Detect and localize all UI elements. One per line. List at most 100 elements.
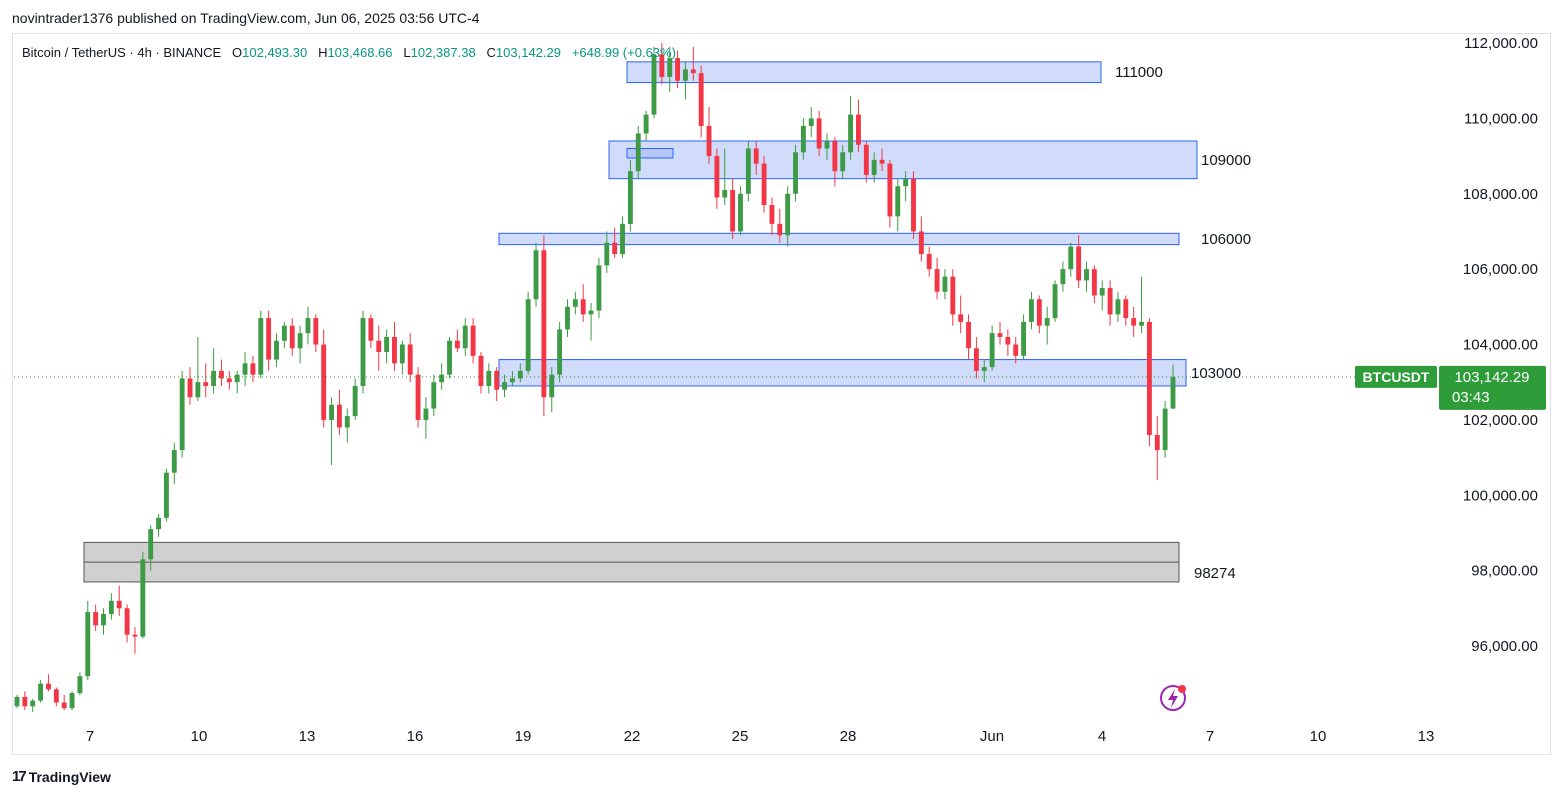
candle-body <box>824 140 830 149</box>
candle-body <box>793 152 798 194</box>
y-tick-label: 100,000.00 <box>1463 487 1538 504</box>
low-value: 102,387.38 <box>410 45 476 60</box>
candle-body <box>840 152 846 172</box>
replay-lightning-icon[interactable] <box>1160 685 1186 711</box>
y-tick-label: 106,000.00 <box>1463 261 1538 278</box>
candle-body <box>148 529 154 560</box>
zone-109000[interactable] <box>608 140 1198 180</box>
zone-103000[interactable] <box>498 359 1187 387</box>
price-tag[interactable] <box>1439 365 1546 410</box>
candle-body <box>187 378 193 398</box>
candle-body <box>195 382 201 398</box>
candle-body <box>242 363 248 375</box>
ohlc-legend: Bitcoin / TetherUS · 4h · BINANCE O102,4… <box>22 45 676 60</box>
candle-body <box>124 608 130 635</box>
candle-body <box>211 370 217 386</box>
y-tick-label: 104,000.00 <box>1463 337 1538 354</box>
candle-body <box>46 683 51 690</box>
x-tick-label: 28 <box>840 728 857 745</box>
zone-label-103000: 103000 <box>1191 365 1241 382</box>
x-tick-label: 7 <box>86 728 94 745</box>
candle-body <box>431 382 437 409</box>
candle-body <box>1123 299 1129 319</box>
zone-label-98274: 98274 <box>1194 565 1236 582</box>
zone-106000[interactable] <box>498 232 1180 246</box>
candle-body <box>171 450 177 473</box>
candle-body <box>1107 287 1113 315</box>
candle-body <box>22 696 28 707</box>
candle-body <box>203 382 209 386</box>
x-tick-label: 13 <box>1418 728 1435 745</box>
candle-body <box>85 612 91 677</box>
candle-body <box>132 634 138 637</box>
candle-body <box>415 374 421 420</box>
candle-body <box>101 613 106 626</box>
candle-body <box>289 325 295 349</box>
candle-body <box>1005 336 1011 345</box>
candle-body <box>399 344 405 364</box>
candle-body <box>250 363 256 375</box>
candle-body <box>61 702 67 709</box>
candle-body <box>973 348 979 371</box>
y-tick-label: 102,000.00 <box>1463 412 1538 429</box>
candle-body <box>808 118 814 126</box>
tradingview-logo[interactable]: 17 TradingView <box>12 768 111 785</box>
x-tick-label: Jun <box>980 728 1004 745</box>
x-tick-label: 25 <box>732 728 749 745</box>
candle-body <box>1013 344 1019 356</box>
y-tick-label: 110,000.00 <box>1464 110 1538 127</box>
candle-body <box>981 367 987 371</box>
candle-body <box>329 404 334 420</box>
candle-body <box>950 276 956 315</box>
y-tick-label: 98,000.00 <box>1471 563 1538 580</box>
candle-body <box>274 340 279 360</box>
candle-body <box>297 333 303 349</box>
candle-body <box>30 700 36 707</box>
symbol-label[interactable]: Bitcoin / TetherUS · 4h · BINANCE <box>22 45 222 60</box>
candle-body <box>934 269 940 292</box>
symbol-tag[interactable] <box>1355 365 1437 388</box>
notification-dot <box>1178 685 1186 693</box>
candle-body <box>572 299 578 307</box>
candle-body <box>816 118 822 149</box>
x-tick-label: 10 <box>191 728 208 745</box>
candle-body <box>604 242 610 266</box>
candle-body <box>525 299 531 371</box>
candle-body <box>1029 299 1034 322</box>
candle-body <box>612 242 618 255</box>
candle-body <box>258 318 264 375</box>
candle-body <box>918 231 924 255</box>
zone-111000[interactable] <box>626 61 1102 84</box>
candle-body <box>887 163 893 217</box>
candle-body <box>856 114 861 145</box>
candle-body <box>557 329 563 375</box>
candle-body <box>926 254 932 270</box>
open-value: 102,493.30 <box>242 45 308 60</box>
candle-body <box>549 374 555 398</box>
candle-body <box>675 58 681 81</box>
candle-body <box>447 340 452 375</box>
candle-body <box>698 73 704 126</box>
candle-body <box>344 416 350 428</box>
close-key: C <box>486 45 496 60</box>
candle-body <box>140 559 146 637</box>
candle-body <box>997 333 1003 337</box>
candle-body <box>352 385 358 417</box>
candle-body <box>903 178 909 187</box>
x-tick-label: 7 <box>1206 728 1214 745</box>
candle-body <box>580 299 586 315</box>
candle-body <box>659 54 665 77</box>
candle-body <box>1162 408 1168 451</box>
candle-body <box>1021 321 1027 356</box>
candle-body <box>478 355 484 386</box>
candle-body <box>53 689 59 703</box>
candle-body <box>1139 321 1144 326</box>
candle-body <box>785 193 791 236</box>
x-tick-label: 19 <box>515 728 532 745</box>
candle-body <box>722 189 728 198</box>
candle-body <box>336 404 342 428</box>
candle-body <box>745 148 751 194</box>
zone-inner-box <box>626 148 674 159</box>
candle-body <box>226 378 232 383</box>
